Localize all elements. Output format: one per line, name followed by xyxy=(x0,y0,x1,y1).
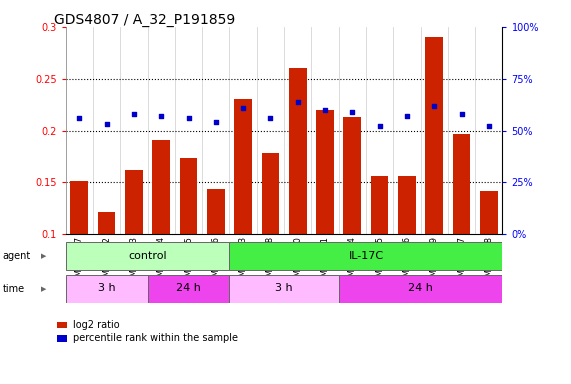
Bar xyxy=(289,68,307,234)
Point xyxy=(102,121,111,127)
Bar xyxy=(70,181,88,234)
Point xyxy=(130,111,139,117)
Point xyxy=(156,113,166,119)
Point xyxy=(211,119,220,125)
Bar xyxy=(480,191,498,234)
Bar xyxy=(371,176,388,234)
Point xyxy=(375,123,384,129)
Bar xyxy=(152,140,170,234)
Bar xyxy=(98,212,115,234)
Text: 3 h: 3 h xyxy=(98,283,115,293)
Point xyxy=(484,123,493,129)
Point xyxy=(348,109,357,115)
Point xyxy=(403,113,412,119)
Bar xyxy=(262,153,279,234)
Point xyxy=(75,115,84,121)
Bar xyxy=(57,322,67,328)
Bar xyxy=(125,170,143,234)
Bar xyxy=(66,275,147,303)
Text: ▶: ▶ xyxy=(41,253,46,259)
Bar xyxy=(425,37,443,234)
Text: 3 h: 3 h xyxy=(275,283,293,293)
Bar xyxy=(343,117,361,234)
Text: agent: agent xyxy=(3,251,31,262)
Bar xyxy=(66,243,230,270)
Bar xyxy=(147,275,230,303)
Point xyxy=(239,105,248,111)
Bar xyxy=(230,243,502,270)
Point xyxy=(293,98,302,104)
Bar xyxy=(398,176,416,234)
Point xyxy=(429,103,439,109)
Text: time: time xyxy=(3,284,25,294)
Bar xyxy=(453,134,471,234)
Text: 24 h: 24 h xyxy=(408,283,433,293)
Point xyxy=(184,115,193,121)
Bar xyxy=(207,189,225,234)
Text: log2 ratio: log2 ratio xyxy=(73,320,120,330)
Point xyxy=(266,115,275,121)
Point xyxy=(320,107,329,113)
Text: 24 h: 24 h xyxy=(176,283,201,293)
Bar xyxy=(230,275,339,303)
Text: percentile rank within the sample: percentile rank within the sample xyxy=(73,333,238,343)
Bar xyxy=(234,99,252,234)
Bar xyxy=(316,110,334,234)
Text: control: control xyxy=(128,251,167,261)
Bar xyxy=(339,275,502,303)
Text: ▶: ▶ xyxy=(41,286,46,292)
Bar xyxy=(180,157,198,234)
Text: GDS4807 / A_32_P191859: GDS4807 / A_32_P191859 xyxy=(54,13,235,27)
Bar xyxy=(57,335,67,342)
Point xyxy=(457,111,466,117)
Text: IL-17C: IL-17C xyxy=(348,251,384,261)
